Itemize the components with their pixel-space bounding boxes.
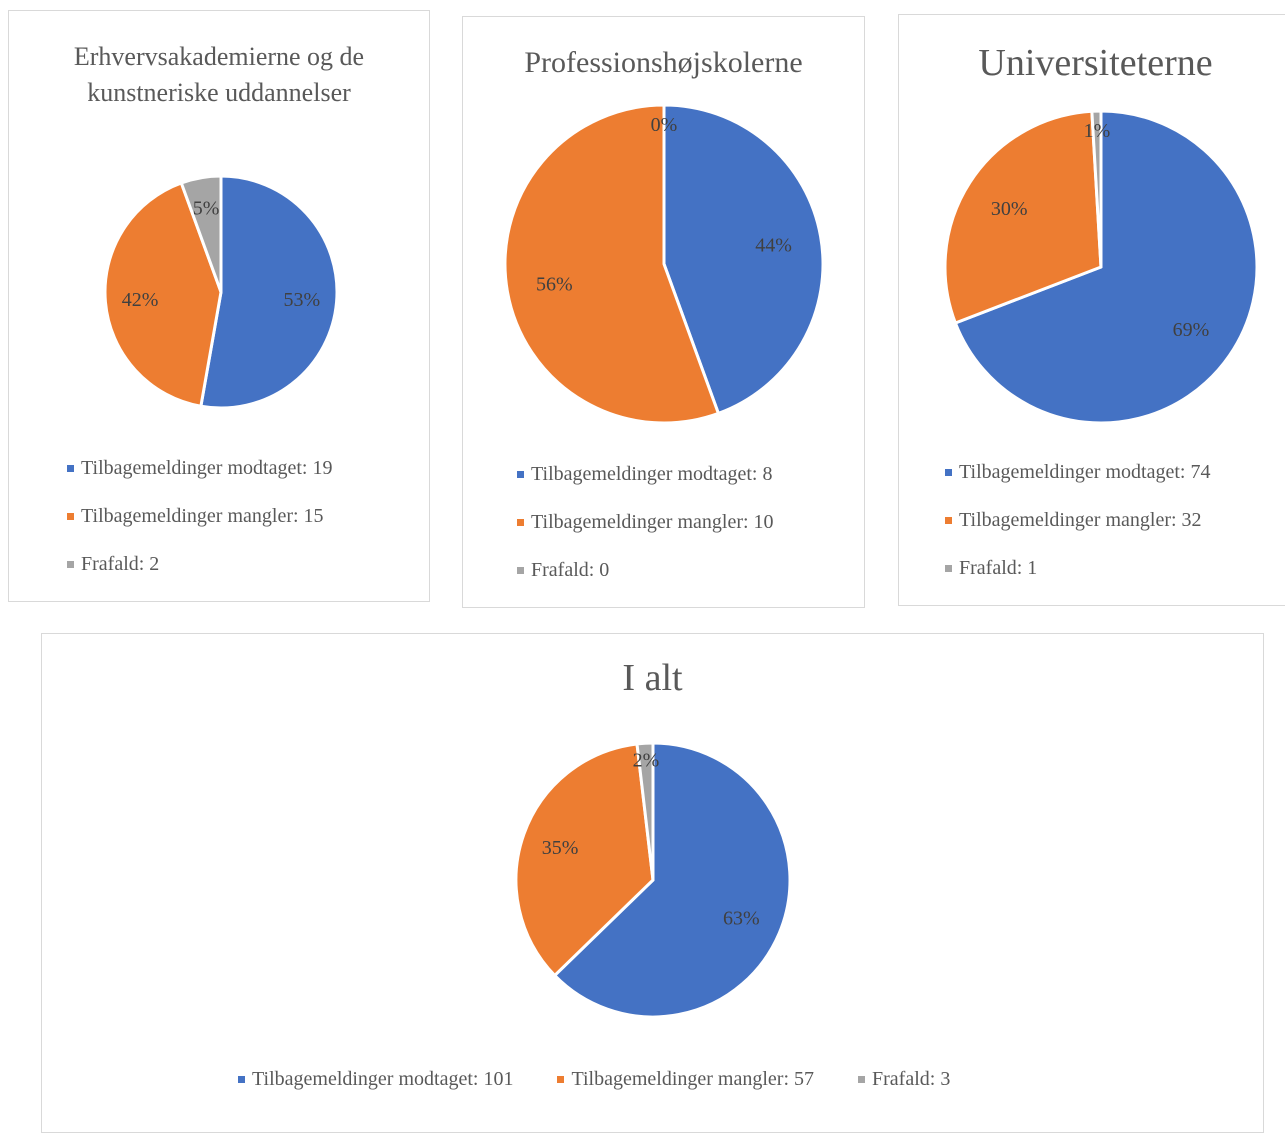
pie-slice-mangler [514, 742, 655, 977]
legend-item-frafald: Frafald: 3 [858, 1059, 950, 1099]
legend-label: Tilbagemeldinger mangler: 32 [959, 508, 1202, 531]
chart-title: Erhvervsakademierne og de kunstneriske u… [73, 42, 365, 107]
data-label-modtaget: 63% [723, 907, 760, 929]
pie-slice-modtaget [199, 174, 339, 410]
pie-chart: 69% 30% 1% [943, 109, 1259, 425]
data-label-modtaget: 53% [284, 289, 321, 311]
chart-title: Universiteterne [978, 42, 1213, 84]
legend-item-mangler: Tilbagemeldinger mangler: 10 [517, 498, 774, 546]
data-label-mangler: 30% [991, 198, 1028, 220]
pie-slice-frafald [1090, 109, 1103, 269]
legend-swatch [67, 464, 74, 472]
legend-label: Tilbagemeldinger modtaget: 8 [531, 462, 773, 485]
legend-label: Tilbagemeldinger modtaget: 74 [959, 460, 1211, 483]
data-label-mangler: 42% [122, 289, 159, 311]
legend-item-modtaget: Tilbagemeldinger modtaget: 74 [945, 448, 1210, 496]
pie-slice-mangler [943, 109, 1103, 325]
legend-swatch [945, 564, 952, 572]
chart-panel-erhvervsakademierne: Erhvervsakademierne og de kunstneriske u… [8, 10, 430, 602]
legend-item-mangler: Tilbagemeldinger mangler: 57 [557, 1059, 814, 1099]
legend-label: Tilbagemeldinger modtaget: 19 [81, 456, 333, 479]
legend-swatch [517, 566, 524, 574]
pie-chart: 63% 35% 2% [514, 741, 792, 1019]
pie-slice-modtaget [553, 741, 792, 1019]
legend-item-frafald: Frafald: 2 [67, 540, 332, 588]
legend-label: Frafald: 3 [872, 1067, 951, 1090]
legend-label: Tilbagemeldinger modtaget: 101 [252, 1067, 514, 1090]
data-label-frafald: 5% [193, 197, 220, 219]
chart-title: Professionshøjskolerne [524, 46, 803, 79]
legend-label: Tilbagemeldinger mangler: 57 [571, 1067, 815, 1090]
data-label-mangler: 35% [542, 837, 579, 859]
chart-title: I alt [622, 657, 683, 699]
data-label-frafald: 0% [651, 114, 678, 136]
pie-slice-frafald [635, 741, 655, 882]
legend-label: Tilbagemeldinger mangler: 15 [81, 504, 324, 527]
legend-swatch [945, 468, 952, 476]
data-label-frafald: 2% [633, 750, 660, 772]
legend-swatch [67, 560, 74, 568]
pie-chart: 44% 56% 0% [503, 103, 825, 425]
legend-label: Frafald: 1 [959, 556, 1038, 579]
pie-chart: 53% 42% 5% [103, 174, 339, 410]
legend-item-modtaget: Tilbagemeldinger modtaget: 8 [517, 450, 774, 498]
pie-slice-mangler [503, 103, 720, 425]
legend-item-frafald: Frafald: 0 [517, 546, 774, 594]
pie-slice-frafald [179, 174, 223, 294]
legend-label: Tilbagemeldinger mangler: 10 [531, 510, 774, 533]
chart-legend: Tilbagemeldinger modtaget: 8 Tilbagemeld… [517, 450, 774, 594]
legend-label: Frafald: 2 [81, 552, 160, 575]
legend-swatch [557, 1075, 565, 1083]
chart-legend: Tilbagemeldinger modtaget: 19 Tilbagemel… [67, 444, 332, 588]
data-label-mangler: 56% [536, 273, 573, 295]
legend-swatch [517, 470, 524, 478]
chart-panel-universiteterne: Universiteterne 69% 30% 1% Tilbagemeldinge… [898, 14, 1285, 606]
legend-item-mangler: Tilbagemeldinger mangler: 15 [67, 492, 332, 540]
pie-slice-modtaget [662, 103, 825, 415]
pie-slice-modtaget [953, 109, 1259, 425]
legend-label: Frafald: 0 [531, 558, 610, 581]
chart-panel-i-alt: I alt 63% 35% 2% Tilbagemeldinger modtaget… [41, 633, 1264, 1133]
legend-item-mangler: Tilbagemeldinger mangler: 32 [945, 496, 1210, 544]
pie-slice-mangler [103, 181, 223, 408]
legend-item-modtaget: Tilbagemeldinger modtaget: 101 [238, 1059, 513, 1099]
legend-item-modtaget: Tilbagemeldinger modtaget: 19 [67, 444, 332, 492]
legend-swatch [238, 1075, 245, 1083]
chart-legend: Tilbagemeldinger modtaget: 74 Tilbagemel… [945, 448, 1210, 592]
legend-item-frafald: Frafald: 1 [945, 544, 1210, 592]
data-label-frafald: 1% [1084, 120, 1111, 142]
legend-swatch [858, 1075, 866, 1083]
data-label-modtaget: 69% [1173, 319, 1210, 341]
data-label-modtaget: 44% [755, 235, 792, 257]
legend-swatch [67, 512, 74, 520]
legend-swatch [945, 516, 952, 524]
chart-panel-professionshojskolerne: Professionshøjskolerne 44% 56% 0% Tilbagem… [462, 16, 865, 608]
chart-legend: Tilbagemeldinger modtaget: 101 Tilbageme… [238, 1059, 994, 1099]
legend-swatch [517, 518, 524, 526]
